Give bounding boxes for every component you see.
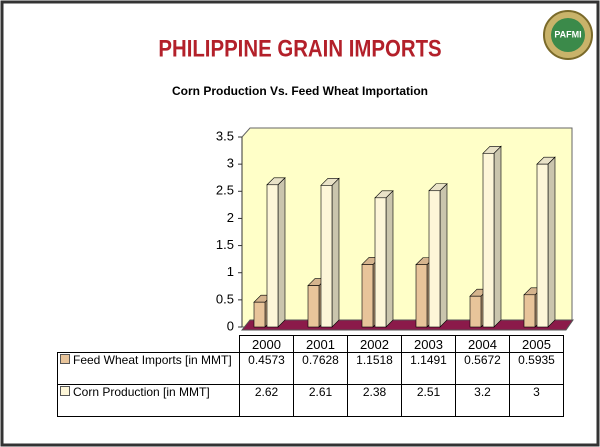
- x-tick-label: 2002: [347, 335, 402, 353]
- x-tick-label: 2004: [455, 335, 510, 353]
- bar-side: [493, 145, 502, 328]
- bar-side: [331, 177, 340, 328]
- back-wall: [241, 127, 573, 328]
- value-cell: 2.51: [401, 384, 456, 417]
- value-cell: 0.7628: [293, 352, 348, 385]
- x-tick-label: 2000: [239, 335, 294, 353]
- bar: [523, 294, 536, 328]
- value-cell: 2.61: [293, 384, 348, 417]
- series-row: Feed Wheat Imports [in MMT] 0.4573 0.7628 1…: [57, 352, 564, 385]
- series-row: Corn Production [in MMT] 2.62 2.61 2.38 2.51…: [57, 384, 564, 417]
- bar: [361, 264, 374, 328]
- bar-side: [385, 190, 394, 328]
- legend-cell: Feed Wheat Imports [in MMT]: [57, 352, 240, 385]
- value-cell: 1.1518: [347, 352, 402, 385]
- y-tick-label: 0: [227, 318, 234, 333]
- value-cell: 2.62: [239, 384, 294, 417]
- y-tick-label: 2: [227, 210, 234, 225]
- logo-inner: [551, 18, 585, 52]
- y-tick-label: 2.5: [216, 183, 234, 198]
- value-cell: 2.38: [347, 384, 402, 417]
- value-cell: 1.1491: [401, 352, 456, 385]
- bar: [253, 301, 266, 328]
- data-table: 2000 2001 2002 2003 2004 2005 Feed Wheat Impor…: [57, 335, 564, 417]
- bar: [482, 152, 495, 328]
- x-tick-label: 2003: [401, 335, 456, 353]
- x-tick-label: 2005: [509, 335, 564, 353]
- bar: [428, 190, 441, 328]
- bar: [536, 163, 549, 328]
- value-cell: 0.5935: [509, 352, 564, 385]
- y-tick-label: 1.5: [216, 237, 234, 252]
- legend-label: Feed Wheat Imports [in MMT]: [73, 353, 232, 367]
- header-row: 2000 2001 2002 2003 2004 2005: [58, 335, 564, 353]
- bar: [266, 184, 279, 328]
- bar-side: [547, 156, 556, 328]
- legend-swatch: [60, 386, 70, 396]
- floor: [240, 319, 574, 331]
- value-cell: 0.5672: [455, 352, 510, 385]
- bar-side: [439, 183, 448, 328]
- bar: [374, 197, 387, 328]
- logo-text: PAFMI: [554, 29, 581, 39]
- x-tick-label: 2001: [293, 335, 348, 353]
- corner-cell: [58, 336, 240, 353]
- y-tick-label: 3: [227, 156, 234, 171]
- bar: [415, 264, 428, 328]
- legend-swatch: [60, 354, 70, 364]
- bar: [320, 185, 333, 328]
- chart-title: PHILIPPINE GRAIN IMPORTS: [158, 35, 441, 62]
- value-cell: 0.4573: [239, 352, 294, 385]
- chart-subtitle: Corn Production Vs. Feed Wheat Importati…: [172, 84, 428, 98]
- y-tick-label: 3.5: [216, 128, 234, 143]
- bar: [307, 285, 320, 328]
- value-cell: 3: [509, 384, 564, 417]
- legend-cell: Corn Production [in MMT]: [57, 384, 240, 417]
- y-tick-label: 1: [227, 264, 234, 279]
- bar-side: [277, 177, 286, 328]
- legend-label: Corn Production [in MMT]: [73, 385, 210, 399]
- bar: [469, 295, 482, 328]
- value-cell: 3.2: [455, 384, 510, 417]
- y-tick-label: 0.5: [216, 291, 234, 306]
